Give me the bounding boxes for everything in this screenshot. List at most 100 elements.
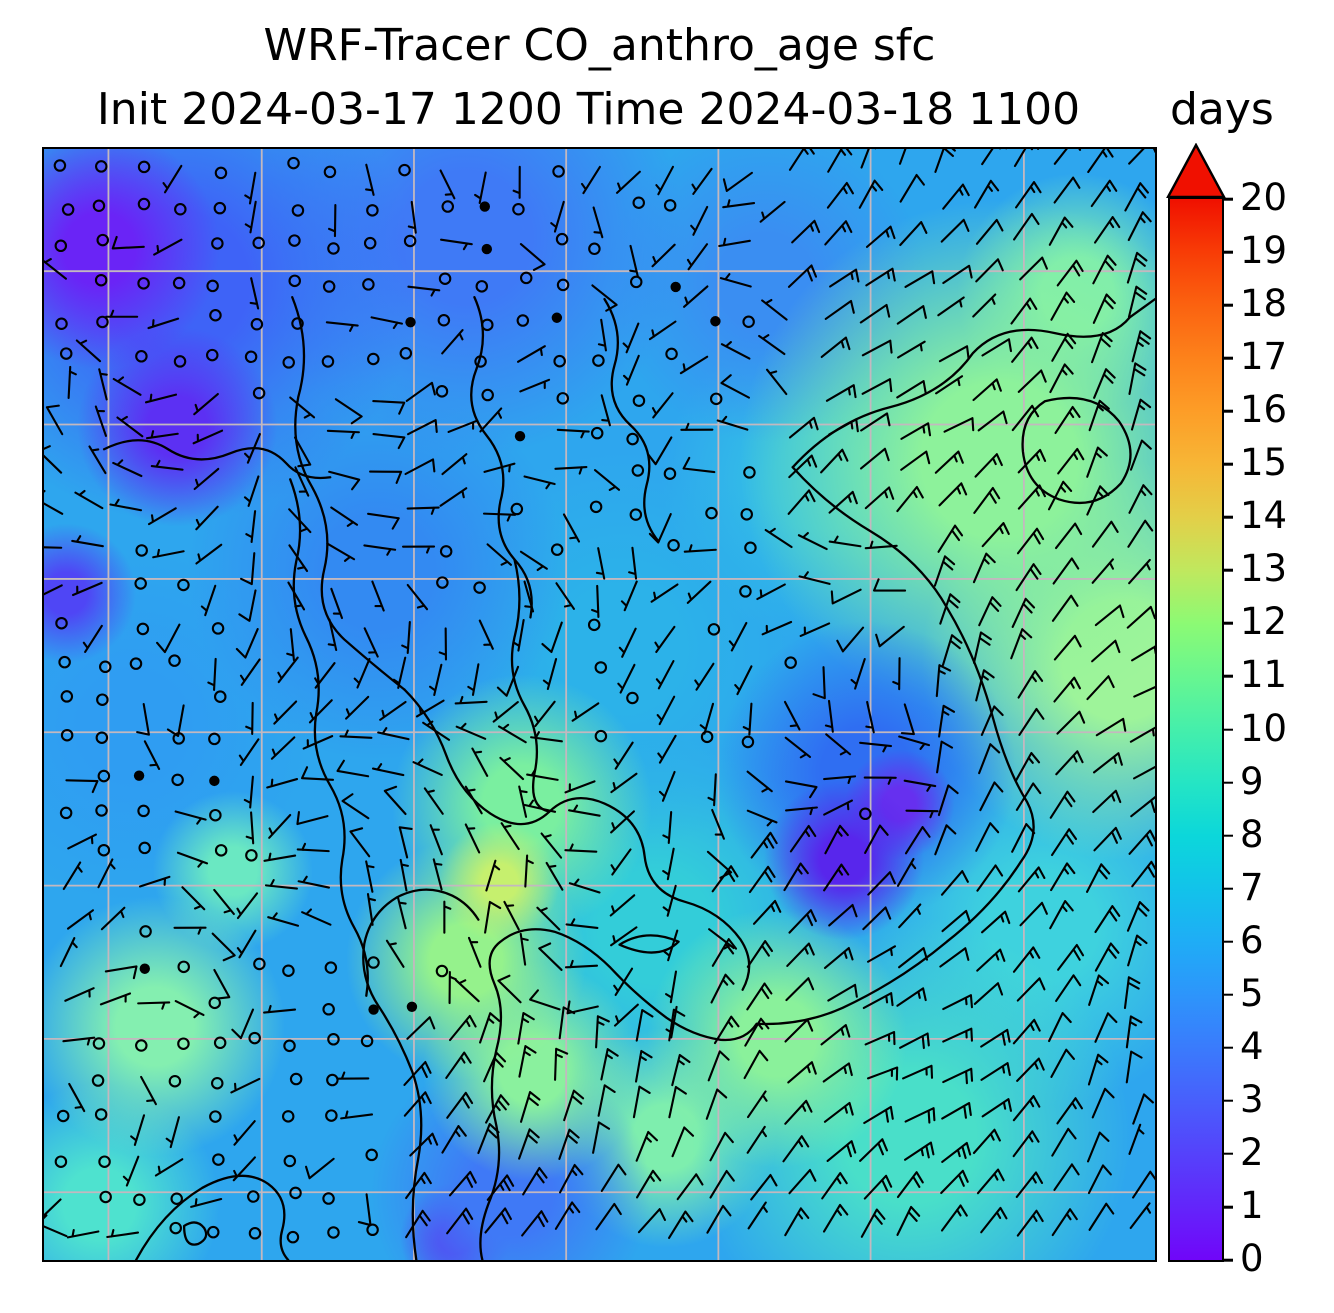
wind-barb [521, 1210, 549, 1237]
colorbar-tick-label: 5 [1240, 971, 1264, 1015]
colorbar-tick-mark [1222, 516, 1233, 519]
wind-barb [474, 171, 487, 204]
calm-wind-circle [56, 1109, 70, 1123]
wind-barb [859, 303, 891, 324]
colorbar-ticks: 0 1 2 3 4 5 6 7 8 9 10 11 12 13 14 15 16 17 18 19 20 [1170, 176, 1287, 1280]
wind-barb [245, 510, 257, 544]
wind-barb [405, 1171, 432, 1200]
calm-wind-circle [96, 233, 110, 247]
wind-barb [1093, 216, 1121, 244]
wind-barb [820, 336, 851, 359]
calm-wind-circle [135, 1039, 148, 1052]
wind-barb [785, 977, 815, 1002]
wind-barb [863, 1105, 894, 1125]
wind-barb [112, 459, 143, 478]
wind-barb [1088, 974, 1110, 1006]
wind-barb [1131, 860, 1155, 888]
wind-barb [981, 1098, 1013, 1118]
wind-barb [541, 621, 563, 654]
calm-wind-circle [360, 1034, 374, 1048]
wind-barb [156, 623, 181, 654]
wind-barb [238, 589, 257, 622]
calm-wind-circle [473, 581, 486, 594]
wind-barb [497, 723, 527, 744]
wind-barb [328, 203, 337, 238]
wind-barb [898, 149, 907, 165]
calm-wind-circle [137, 197, 151, 211]
colorbar-tick-mark [1222, 834, 1233, 837]
figure-title: WRF-Tracer CO_anthro_age sfc [263, 20, 936, 71]
calm-wind-circle [170, 1192, 183, 1206]
colorbar-tick-label: 18 [1240, 281, 1288, 325]
wind-barb [1094, 604, 1125, 627]
wind-barb [1018, 707, 1045, 736]
wind-barb [938, 345, 970, 363]
colorbar-tick-mark [1222, 728, 1233, 731]
colorbar-tick-label: 3 [1240, 1077, 1264, 1121]
wind-barb [939, 593, 961, 625]
calm-wind-circle [321, 355, 335, 368]
wind-barb [1050, 862, 1076, 892]
wind-barb [287, 581, 306, 611]
wind-barb [44, 546, 63, 549]
wind-barb [385, 939, 405, 968]
wind-barb [372, 399, 406, 415]
wind-barb [863, 776, 897, 785]
wind-barb [328, 470, 361, 491]
wind-barb [496, 665, 520, 697]
wind-barb [363, 544, 397, 556]
wind-barb [720, 374, 750, 399]
border-laos-vietnam [403, 688, 751, 991]
wind-barb [406, 506, 440, 515]
wind-barb [859, 1138, 889, 1162]
wind-barb [942, 183, 970, 210]
colorbar-tick-label: 12 [1240, 600, 1288, 644]
wind-barb [866, 1066, 899, 1081]
wind-barb [787, 264, 818, 288]
wind-barb [71, 581, 103, 597]
wind-barb [1087, 149, 1114, 174]
wind-barb [617, 663, 636, 694]
calm-wind-circle [94, 273, 108, 287]
wind-barb [74, 489, 104, 510]
wind-barb [1015, 181, 1042, 209]
wind-barb [104, 965, 138, 980]
wind-barb [1055, 750, 1084, 776]
calm-wind-circle [282, 356, 295, 369]
wind-barb [154, 1158, 184, 1177]
wind-barb [592, 206, 604, 239]
colorbar-tick-mark [1222, 1258, 1233, 1262]
calm-wind-circle [95, 731, 109, 744]
wind-barb [896, 380, 927, 399]
wind-barb [609, 894, 636, 917]
wind-barb [371, 580, 385, 612]
colorbar-tick-mark [1222, 675, 1233, 678]
calm-wind-circle [475, 280, 489, 293]
wind-barb [162, 164, 183, 194]
calm-wind-circle [206, 1225, 220, 1239]
wind-barb [709, 1169, 735, 1199]
wind-barb [600, 1163, 627, 1192]
wind-barb [403, 1091, 432, 1117]
wind-barb [904, 1141, 935, 1161]
wind-barb [286, 628, 295, 662]
wind-barb [207, 657, 217, 691]
wind-barb [263, 1004, 297, 1014]
border-north-3 [603, 297, 660, 543]
wind-barb [379, 700, 407, 721]
wind-barb [122, 1155, 140, 1187]
wind-barb [1010, 297, 1038, 325]
colorbar-tick-label: 6 [1240, 918, 1264, 962]
calm-wind-circle [98, 660, 112, 674]
wind-barb [600, 1048, 619, 1081]
wind-barb [536, 906, 561, 931]
wind-barb [943, 417, 975, 433]
wind-barb [1016, 1209, 1044, 1237]
wind-barb [711, 808, 725, 840]
wind-barb [975, 218, 1004, 245]
calm-wind-circle [168, 654, 181, 667]
wind-barb [441, 453, 468, 476]
wind-barb [940, 218, 970, 243]
wind-barb [232, 1156, 256, 1182]
wind-barb [828, 535, 862, 548]
